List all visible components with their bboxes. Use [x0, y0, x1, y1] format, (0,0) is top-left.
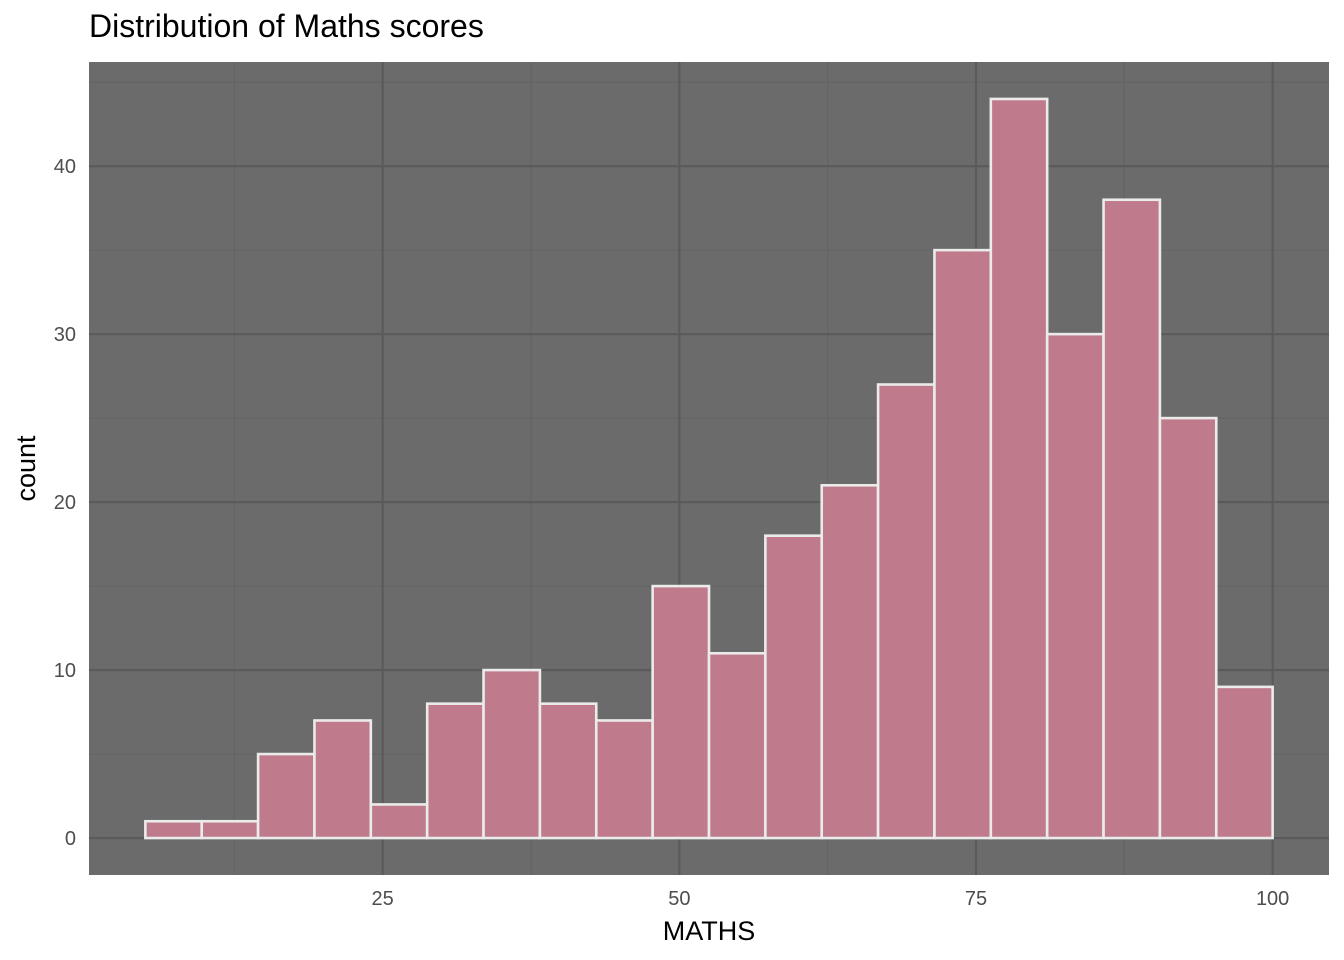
y-tick-label: 10 — [54, 660, 76, 682]
histogram-bar — [1102, 198, 1162, 840]
x-tick-label: 50 — [668, 888, 690, 910]
y-axis-title: count — [11, 435, 41, 502]
histogram-bar — [764, 534, 824, 840]
y-axis-tick-labels: 0 10 20 30 40 — [54, 156, 76, 850]
histogram-bar — [876, 383, 936, 840]
y-tick-label: 40 — [54, 156, 76, 178]
chart-title: Distribution of Maths scores — [89, 8, 484, 44]
histogram-bar — [989, 97, 1049, 840]
y-tick-label: 20 — [54, 492, 76, 514]
histogram-bar — [707, 651, 767, 840]
histogram-bar — [425, 702, 485, 840]
histogram-bar — [651, 584, 711, 840]
histogram-bar — [820, 483, 880, 840]
x-tick-label: 75 — [965, 888, 987, 910]
histogram-bar — [538, 702, 598, 840]
histogram-bar — [933, 248, 993, 840]
x-axis-tick-labels: 25 50 75 100 — [372, 888, 1290, 910]
y-tick-label: 0 — [65, 828, 76, 850]
histogram-bar — [594, 719, 654, 840]
y-tick-label: 30 — [54, 324, 76, 346]
histogram-bar — [1214, 685, 1274, 840]
histogram-bar — [1158, 416, 1218, 840]
x-axis-title: MATHS — [663, 916, 756, 946]
histogram-bar — [144, 819, 204, 840]
x-tick-label: 100 — [1256, 888, 1289, 910]
histogram-bar — [369, 803, 429, 840]
histogram-bars — [144, 97, 1274, 840]
histogram-bar — [1045, 332, 1105, 840]
histogram-bar — [482, 668, 542, 840]
histogram-bar — [256, 752, 316, 840]
x-tick-label: 25 — [372, 888, 394, 910]
histogram-bar — [200, 819, 260, 840]
histogram-bar — [313, 719, 373, 840]
